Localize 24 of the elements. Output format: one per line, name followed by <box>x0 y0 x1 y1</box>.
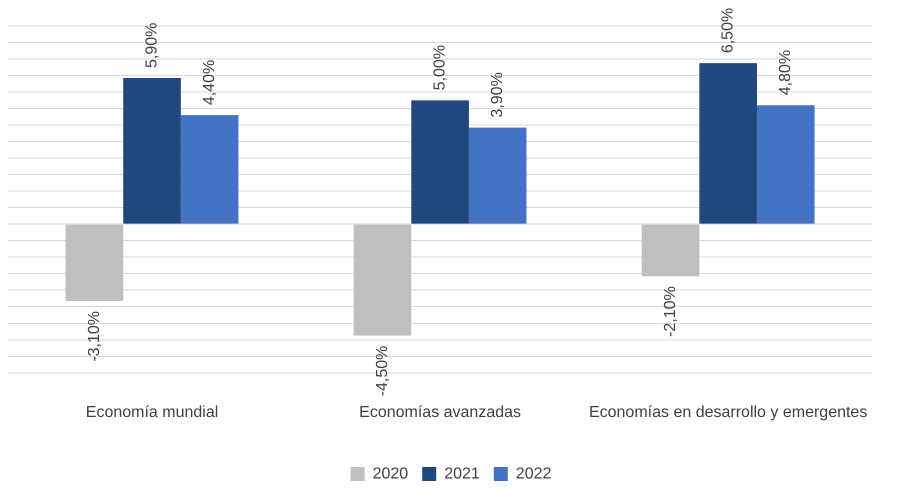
x-tick-label: Economías avanzadas <box>359 404 522 421</box>
data-label: -2,10% <box>662 286 679 337</box>
data-label: -3,10% <box>86 310 103 362</box>
data-label: 3,90% <box>489 72 506 118</box>
data-label: 5,00% <box>431 44 448 90</box>
legend-label: 2021 <box>444 465 480 482</box>
x-tick-label: Economía mundial <box>86 404 218 421</box>
bar <box>354 224 412 336</box>
bar <box>468 128 527 224</box>
data-label: 4,40% <box>201 60 218 106</box>
data-label: 6,50% <box>720 8 737 54</box>
bar <box>180 115 238 224</box>
data-label: 5,90% <box>143 22 160 68</box>
bar <box>699 63 757 224</box>
x-tick-label: Economías en desarrollo y emergentes <box>588 404 868 421</box>
bar <box>756 105 815 224</box>
bar <box>123 78 181 224</box>
bar <box>642 224 700 276</box>
legend-label: 2020 <box>372 465 408 482</box>
bar <box>66 224 124 301</box>
data-label: 4,80% <box>777 50 794 96</box>
legend-label: 2022 <box>516 465 552 482</box>
data-label: -4,50% <box>374 346 391 396</box>
bar <box>411 100 469 224</box>
